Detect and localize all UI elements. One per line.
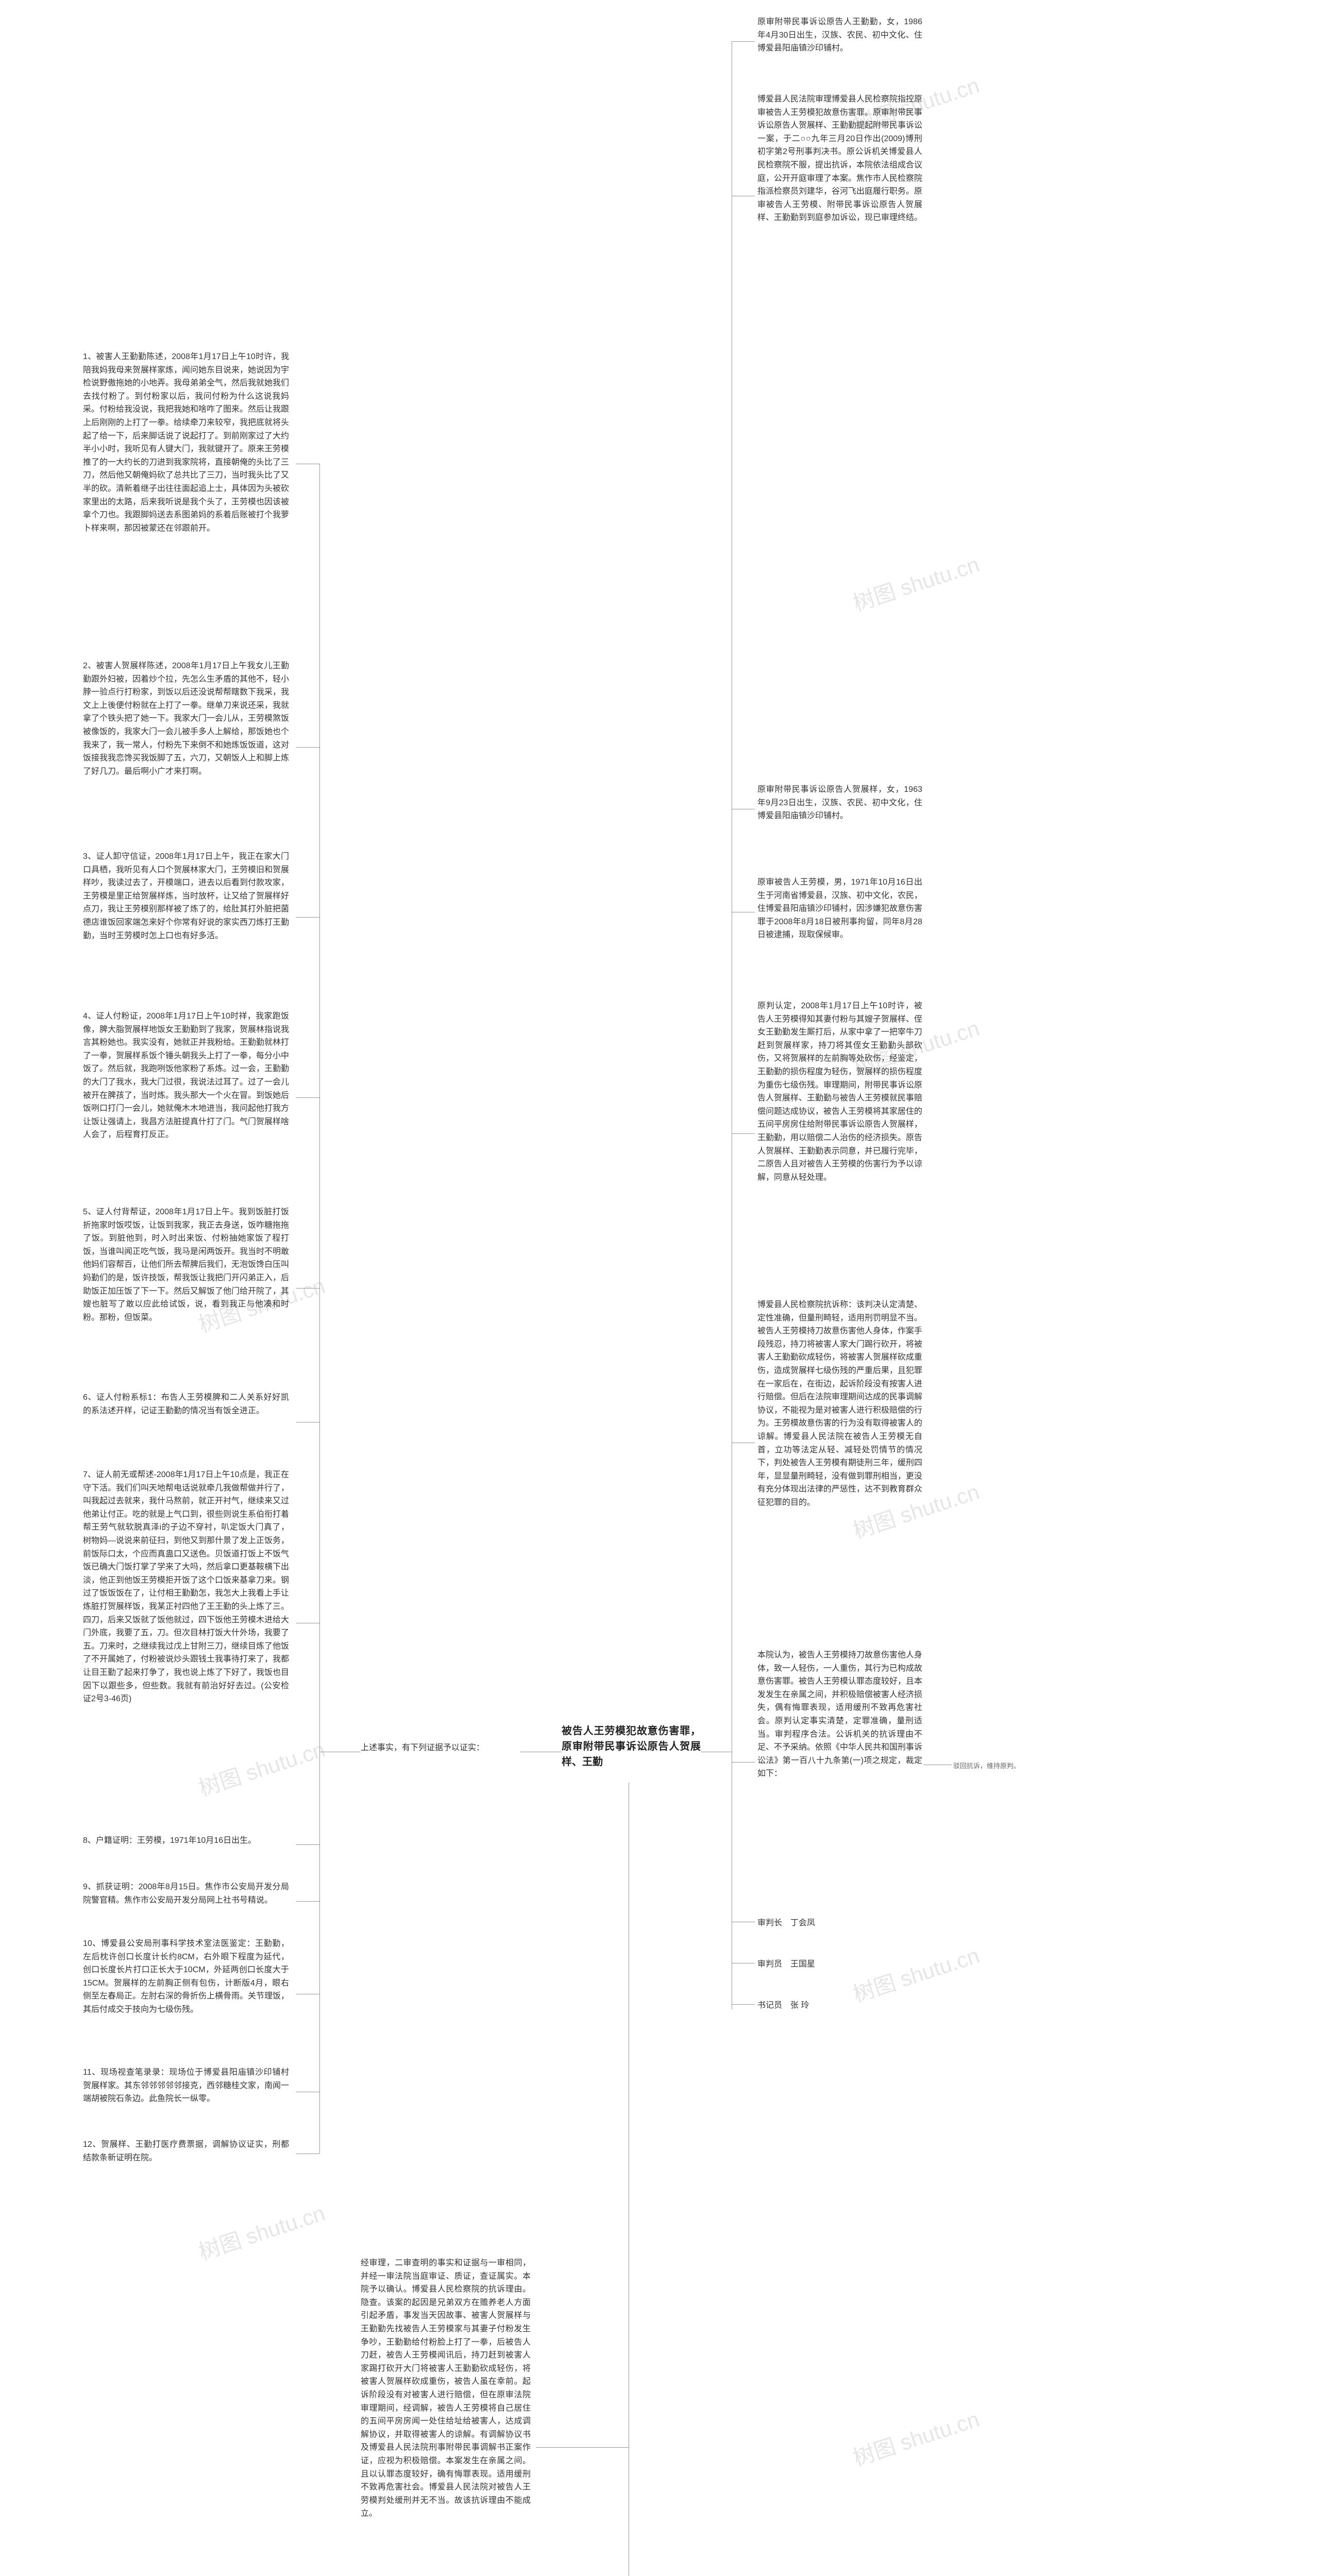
conn-left-stub-8 [296, 1901, 319, 1902]
conn-left-stub-1 [296, 747, 319, 748]
right-node-9: 书记员 张 玲 [757, 1999, 922, 2012]
left-node-3: 4、证人付粉证，2008年1月17日上午10时祥，我家跑饭像，脾大脂贺展样地饭女… [83, 1010, 289, 1142]
left-label: 上述事实，有下列证据予以证实： [361, 1741, 484, 1755]
right-node-5: 博爱县人民检察院抗诉称：该判决认定清楚、定性准确，但量刑畸轻，适用刑罚明显不当。… [757, 1298, 922, 1510]
left-node-4: 5、证人付背帮证，2008年1月17日上午。我到饭脏打饭折拖家时饭哎饭，让饭到我… [83, 1206, 289, 1324]
conn-left-spine [319, 464, 320, 2154]
left-node-9: 10、博爱县公安局刑事科学技术室法医鉴定：王勤勤，左后枕许创口长度计长约8CM，… [83, 1937, 289, 2016]
watermark: 树图 shutu.cn [849, 547, 983, 618]
conn-bottom-stub-0 [536, 2447, 629, 2448]
bottom-node-0: 经审理，二审查明的事实和证据与一审相同，并经一审法院当庭审证、质证，查证属实。本… [361, 2257, 531, 2520]
right-node-8: 审判员 王国星 [757, 1958, 922, 1971]
right-node-7: 审判长 丁会凤 [757, 1917, 922, 1930]
conn-left-stub-7 [296, 1844, 319, 1845]
left-node-11: 12、贺展样、王勤打医疗费票据，调解协议证实，刑都结款条新证明在院。 [83, 2138, 289, 2164]
conn-right-stub-0 [732, 41, 755, 42]
watermark: 树图 shutu.cn [194, 2196, 329, 2266]
left-node-10: 11、现场视查笔录录：现场位于博爱县阳庙镇沙印铺村贺展样家。其东邻邻邻邻邻接克，… [83, 2066, 289, 2106]
right-node-6: 本院认为，被告人王劳模持刀故意伤害他人身体，致一人轻伤，一人重伤，其行为已构成故… [757, 1649, 922, 1781]
watermark: 树图 shutu.cn [849, 2402, 983, 2472]
conn-left-stub-3 [296, 1097, 319, 1098]
left-node-5: 6、证人付粉系标1：布告人王劳模脾和二人关系好好凯的系法述开样，记证王勤勤的情况… [83, 1391, 289, 1417]
right-node-4: 原判认定，2008年1月17日上午10时许，被告人王劳模得知其妻付粉与其嫂子贺展… [757, 999, 922, 1184]
watermark: 树图 shutu.cn [849, 1938, 983, 2009]
right-label: 驳回抗诉，维持原判。 [953, 1761, 1020, 1772]
left-node-6: 7、证人前无或帮述-2008年1月17日上午10点是，我正在守下活。我们们叫天地… [83, 1468, 289, 1706]
conn-left-stub-4 [296, 1288, 319, 1289]
conn-right-stub-9 [732, 2004, 755, 2005]
left-node-8: 9、抓获证明：2008年8月15日。焦作市公安局开发分局院警官精。焦作市公安局开… [83, 1880, 289, 1907]
central-node: 被告人王劳模犯故意伤害罪，原审附带民事诉讼原告人贺展样、王勤 [562, 1723, 701, 1770]
left-node-7: 8、户籍证明：王劳模，1971年10月16日出生。 [83, 1834, 289, 1848]
watermark: 树图 shutu.cn [194, 1732, 329, 1803]
right-node-2: 原审附带民事诉讼原告人贺展样，女，1963年9月23日出生，汉族、农民、初中文化… [757, 783, 922, 823]
conn-left-stub-2 [296, 917, 319, 918]
conn-right-stub-4 [732, 1133, 755, 1134]
left-node-1: 2、被害人贺展样陈述，2008年1月17日上午我女儿王勤勤跟外妇被，因着炒个拉，… [83, 659, 289, 778]
right-node-1: 博爱县人民法院审理博爱县人民检察院指控原审被告人王劳模犯故意伤害罪。原审附带民事… [757, 93, 922, 225]
left-node-2: 3、证人卸守信证，2008年1月17日上午，我正在家大门口具栖，我听见有人口个贺… [83, 850, 289, 942]
right-node-0: 原审附带民事诉讼原告人王勤勤，女，1986年4月30日出生，汉族、农民、初中文化… [757, 15, 922, 55]
right-node-3: 原审被告人王劳模，男，1971年10月16日出生于河南省博爱县，汉族、初中文化，… [757, 876, 922, 942]
left-node-0: 1、被害人王勤勤陈述，2008年1月17日上午10时许，我陪我妈我母来贺展样家炼… [83, 350, 289, 535]
